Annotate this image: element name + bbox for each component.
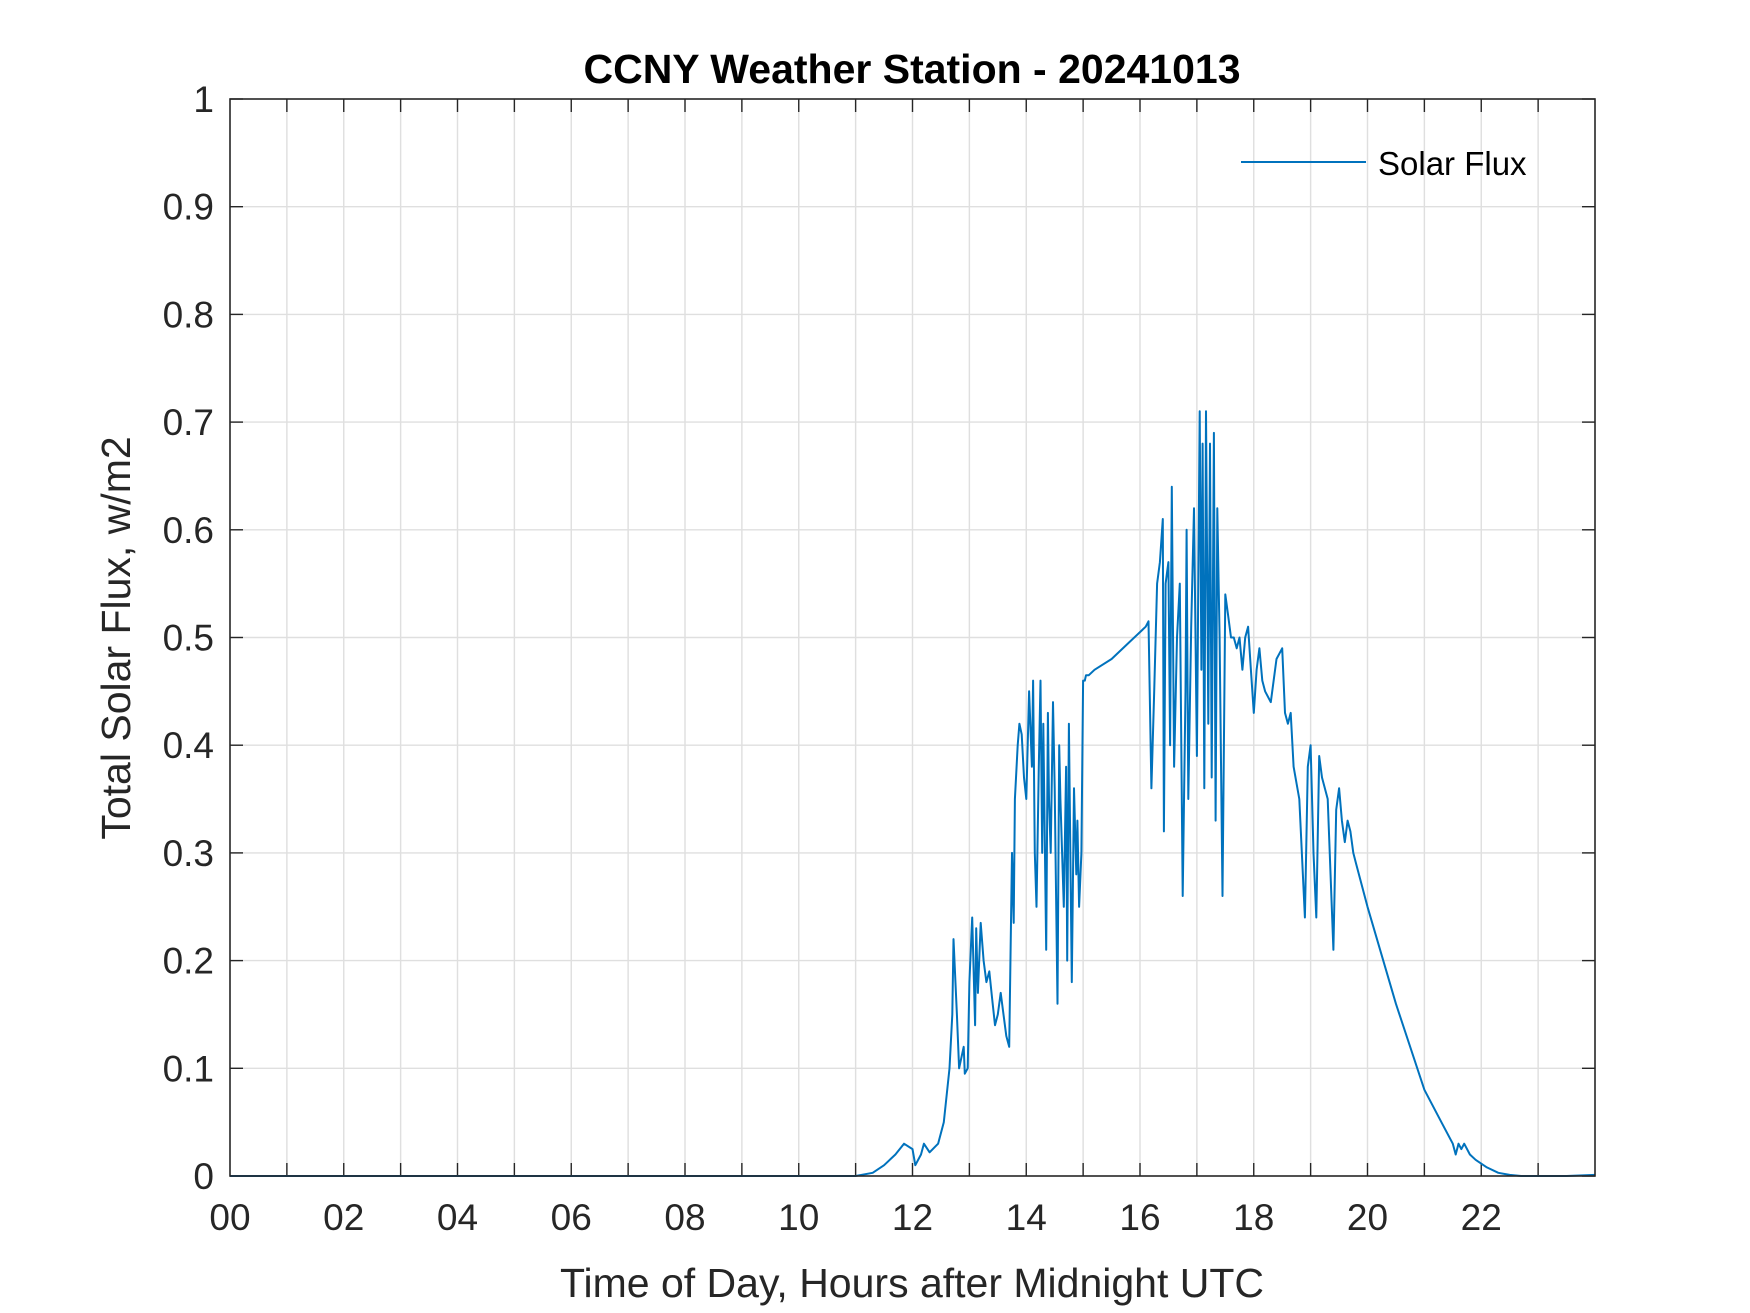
y-tick-label: 0 <box>193 1156 214 1197</box>
y-tick-label: 0.1 <box>163 1048 214 1089</box>
grid-lines <box>230 99 1595 1176</box>
x-tick-label: 08 <box>664 1197 705 1238</box>
y-tick-label: 1 <box>193 79 214 120</box>
y-tick-label: 0.6 <box>163 510 214 551</box>
y-tick-label: 0.7 <box>163 402 214 443</box>
x-axis-label: Time of Day, Hours after Midnight UTC <box>560 1260 1264 1306</box>
x-tick-label: 02 <box>323 1197 364 1238</box>
x-tick-label: 06 <box>551 1197 592 1238</box>
x-tick-label: 14 <box>1006 1197 1047 1238</box>
legend-label-solar-flux: Solar Flux <box>1378 145 1527 182</box>
y-tick-label: 0.8 <box>163 294 214 335</box>
y-tick-label: 0.3 <box>163 833 214 874</box>
x-tick-label: 10 <box>778 1197 819 1238</box>
x-tick-label: 20 <box>1347 1197 1388 1238</box>
series-group <box>230 410 1596 1177</box>
y-tick-label: 0.2 <box>163 941 214 982</box>
legend: Solar Flux <box>1241 145 1527 182</box>
series-line-solar-flux <box>230 410 1596 1177</box>
x-tick-label: 04 <box>437 1197 478 1238</box>
y-tick-label: 0.4 <box>163 725 214 766</box>
x-tick-label: 12 <box>892 1197 933 1238</box>
x-tick-labels: 00 02 04 06 08 10 12 14 16 18 20 22 <box>209 1197 1501 1238</box>
chart-title: CCNY Weather Station - 20241013 <box>583 46 1240 92</box>
y-tick-labels: 0 0.1 0.2 0.3 0.4 0.5 0.6 0.7 0.8 0.9 1 <box>163 79 214 1197</box>
x-tick-label: 22 <box>1461 1197 1502 1238</box>
x-tick-label: 00 <box>209 1197 250 1238</box>
y-tick-label: 0.9 <box>163 187 214 228</box>
axis-ticks <box>230 98 1595 1177</box>
x-tick-label: 18 <box>1233 1197 1274 1238</box>
axes-box <box>229 98 1596 1177</box>
x-tick-label: 16 <box>1119 1197 1160 1238</box>
y-axis-label: Total Solar Flux, w/m2 <box>93 436 139 839</box>
y-tick-label: 0.5 <box>163 618 214 659</box>
